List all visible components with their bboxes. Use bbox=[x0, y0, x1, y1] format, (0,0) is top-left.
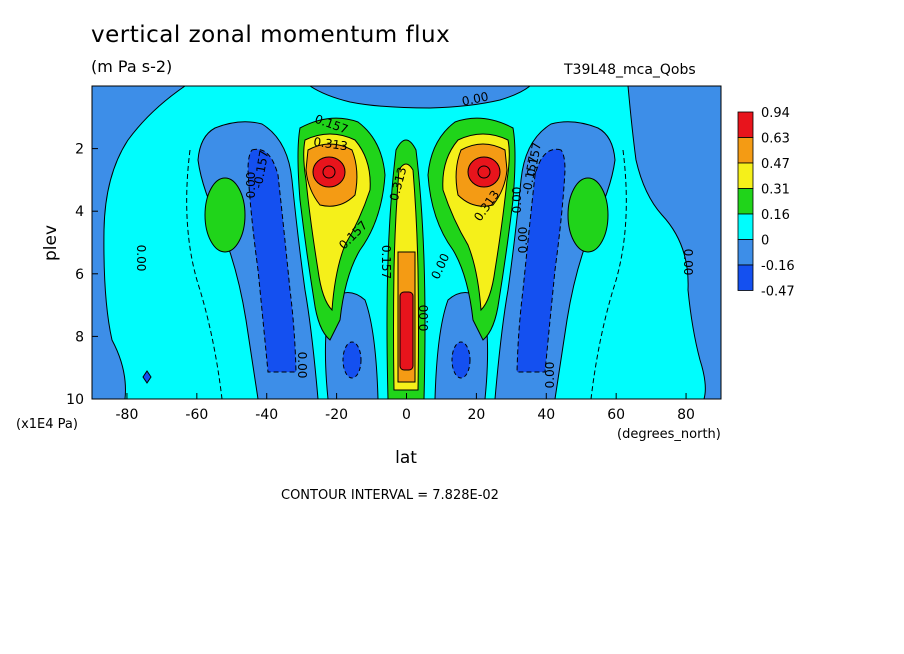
negative-region-far-right bbox=[627, 86, 721, 399]
x-axis-label: lat bbox=[395, 448, 417, 468]
x-tick-label: 20 bbox=[467, 407, 485, 423]
contour-interval: CONTOUR INTERVAL = 7.828E-02 bbox=[281, 488, 499, 503]
contour-label: 0.00 bbox=[134, 245, 148, 272]
positive-lobe-left bbox=[204, 177, 246, 253]
negative-core-right bbox=[516, 148, 566, 373]
contour-label: -0.157 bbox=[520, 155, 541, 196]
negative-marker bbox=[142, 370, 152, 384]
contour-label: 0.00 bbox=[295, 352, 309, 379]
y-axis-units: (x1E4 Pa) bbox=[16, 417, 78, 432]
legend-swatch bbox=[737, 162, 754, 189]
x-tick-label: 80 bbox=[677, 407, 695, 423]
x-tick-label: 40 bbox=[537, 407, 555, 423]
contour-label: 0.00 bbox=[244, 172, 258, 199]
contour-label: 0.00 bbox=[461, 89, 490, 108]
y-tick-label: 2 bbox=[75, 142, 84, 158]
contour-label: 0.313 bbox=[313, 135, 349, 154]
contour-label: -0.157 bbox=[251, 149, 272, 190]
legend-label: 0.94 bbox=[761, 106, 790, 121]
legend-swatch bbox=[737, 239, 754, 266]
contour-label: 0.157 bbox=[379, 245, 393, 279]
legend-label: 0.63 bbox=[761, 132, 790, 147]
positive-lobe-right bbox=[567, 177, 609, 253]
legend-swatch bbox=[737, 188, 754, 215]
legend-label: 0.47 bbox=[761, 157, 790, 172]
chart-units: (m Pa s-2) bbox=[91, 57, 173, 76]
chart-title: vertical zonal momentum flux bbox=[91, 22, 451, 48]
y-axis-label: plev bbox=[41, 225, 61, 261]
y-tick-label: 8 bbox=[75, 329, 84, 345]
x-axis: -80 -60 -40 -20 0 20 40 60 80 bbox=[116, 393, 695, 423]
legend-label: 0.31 bbox=[761, 183, 790, 198]
run-label: T39L48_mca_Qobs bbox=[564, 62, 696, 78]
x-tick-label: -80 bbox=[116, 407, 139, 423]
x-tick-label: -40 bbox=[255, 407, 278, 423]
contour-label: 0.157 bbox=[524, 141, 544, 177]
negative-region-top bbox=[309, 86, 531, 109]
legend-label: -0.47 bbox=[761, 285, 795, 300]
contour-label: 0.00 bbox=[417, 305, 431, 332]
legend-swatch bbox=[737, 213, 754, 240]
legend-swatch bbox=[737, 111, 754, 138]
legend-label: 0 bbox=[761, 234, 769, 249]
negative-spot-right bbox=[451, 341, 471, 379]
positive-max-left bbox=[312, 156, 346, 188]
dashed-contour-left bbox=[186, 149, 223, 399]
contour-label: 0.00 bbox=[543, 362, 557, 389]
y-tick-label: 6 bbox=[75, 267, 84, 283]
positive-max-left-inner bbox=[322, 165, 336, 179]
y-tick-label: 4 bbox=[75, 204, 84, 220]
contour-label: 0.00 bbox=[510, 187, 524, 214]
color-legend: 0.94 0.63 0.47 0.31 0.16 0 -0.16 -0.47 bbox=[737, 106, 795, 300]
legend-label: -0.16 bbox=[761, 259, 795, 274]
legend-swatch bbox=[737, 137, 754, 164]
contour-label: 0.00 bbox=[681, 249, 695, 276]
y-axis: 2 4 6 8 10 bbox=[66, 142, 98, 408]
legend-label: 0.16 bbox=[761, 208, 790, 223]
x-tick-label: 0 bbox=[402, 407, 411, 423]
x-tick-label: 60 bbox=[607, 407, 625, 423]
negative-core-left bbox=[247, 148, 297, 373]
heatmap-field bbox=[92, 86, 721, 399]
contour-label: 0.00 bbox=[516, 227, 530, 254]
y-tick-label: 10 bbox=[66, 392, 84, 408]
x-tick-label: -60 bbox=[185, 407, 208, 423]
negative-region-far-left bbox=[92, 86, 186, 399]
negative-spot-left bbox=[342, 341, 362, 379]
positive-max-right bbox=[467, 156, 501, 188]
legend-swatch bbox=[737, 264, 754, 291]
positive-max-right-inner bbox=[477, 165, 491, 179]
x-tick-label: -20 bbox=[325, 407, 348, 423]
x-axis-units: (degrees_north) bbox=[617, 427, 721, 442]
equatorial-red bbox=[399, 291, 414, 371]
dashed-contour-right bbox=[590, 149, 627, 399]
